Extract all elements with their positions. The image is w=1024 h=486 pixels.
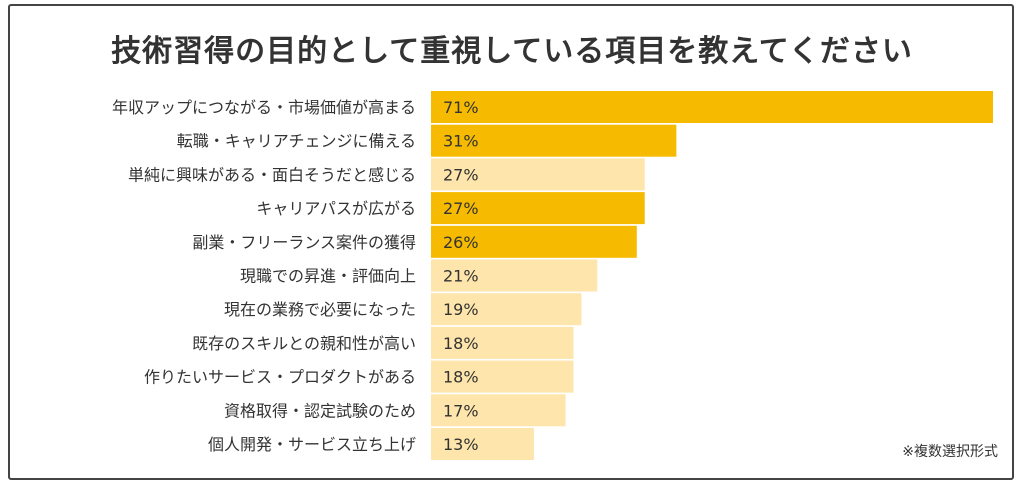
category-label: 現在の業務で必要になった [224,300,416,319]
chart-frame [8,4,1014,480]
category-label: 個人開発・サービス立ち上げ [208,435,416,454]
bar [431,259,598,292]
chart-note: ※複数選択形式 [902,444,998,460]
data-label: 71% [443,98,479,117]
bar [431,428,534,460]
data-label: 27% [443,165,479,184]
category-label: 作りたいサービス・プロダクトがある [144,368,416,387]
data-label: 21% [443,267,479,286]
data-label: 18% [443,334,479,353]
data-label: 19% [443,300,479,319]
category-label: 単純に興味がある・面白そうだと感じる [128,165,416,184]
bar [431,326,574,359]
category-label: 現職での昇進・評価向上 [240,267,416,286]
data-label: 18% [443,368,479,387]
bar [431,158,645,191]
bar [431,91,993,123]
category-label: 資格取得・認定試験のため [224,401,416,420]
category-label: 年収アップにつながる・市場価値が高まる [112,98,416,117]
chart-title: 技術習得の目的として重視している項目を教えてください [111,34,913,69]
bar [431,192,645,225]
data-label: 26% [443,233,479,252]
bar [431,360,574,393]
bar [431,225,637,258]
bar [431,394,566,427]
category-label: キャリアパスが広がる [256,199,416,218]
data-label: 17% [443,401,479,420]
category-label: 転職・キャリアチェンジに備える [177,132,416,151]
category-label: 既存のスキルとの親和性が高い [192,334,416,353]
data-label: 31% [443,132,479,151]
data-label: 13% [443,435,479,454]
bar [431,124,677,157]
category-label: 副業・フリーランス案件の獲得 [192,233,416,252]
data-label: 27% [443,199,479,218]
bar [431,293,582,326]
